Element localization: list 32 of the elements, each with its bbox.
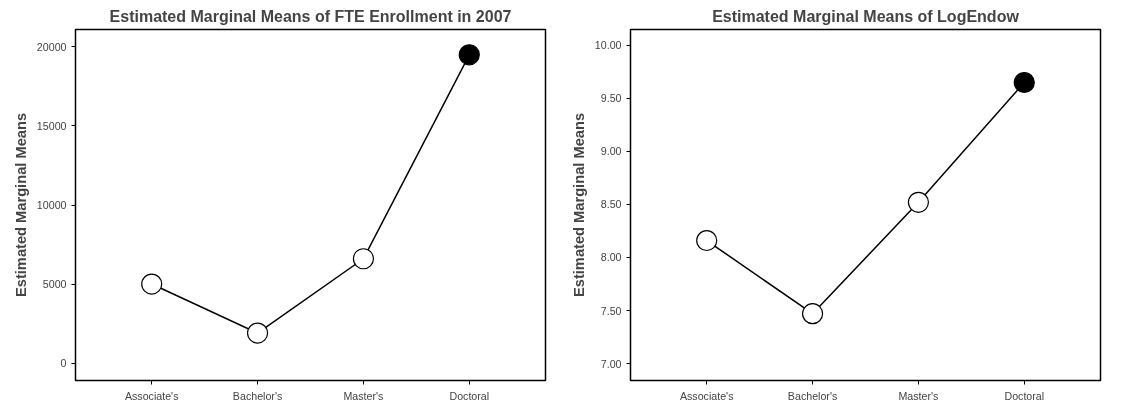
x-tick-label: Associate's	[679, 389, 734, 402]
y-axis-title: Estimated Marginal Means	[570, 112, 587, 298]
point	[1013, 71, 1035, 94]
y-tick-label: 10.00	[594, 39, 622, 52]
y-tick-label: 7.00	[600, 357, 622, 370]
chart-title: Estimated Marginal Means of FTE Enrollment in 2007	[109, 7, 512, 25]
y-tick-label: 5000	[42, 278, 67, 291]
x-tick-label: Master's	[898, 389, 939, 402]
y-tick-label: 20000	[36, 40, 67, 53]
y-tick-label: 9.00	[600, 145, 622, 158]
x-tick-label: Associate's	[124, 389, 179, 402]
point	[352, 248, 375, 270]
point	[141, 273, 163, 295]
y-tick-label: 8.50	[600, 198, 622, 211]
point	[458, 44, 480, 66]
x-tick-label: Bachelor's	[232, 389, 283, 402]
chart-title: Estimated Marginal Means of LogEndow	[712, 7, 1020, 25]
y-tick-label: 7.50	[600, 304, 622, 317]
x-tick-label: Doctoral	[1004, 389, 1045, 402]
point	[801, 303, 824, 325]
y-tick-label: 8.00	[600, 251, 622, 264]
y-tick-label: 10000	[36, 199, 67, 211]
y-tick-label: 9.50	[600, 92, 622, 105]
point	[246, 322, 269, 344]
x-tick-label: Bachelor's	[787, 389, 838, 402]
y-tick-label: 0	[60, 357, 67, 370]
y-axis-title: Estimated Marginal Means	[12, 112, 29, 298]
x-tick-label: Master's	[343, 389, 384, 402]
y-tick-label: 15000	[36, 119, 67, 132]
point	[696, 229, 718, 252]
x-tick-label: Doctoral	[449, 389, 490, 402]
point	[907, 191, 930, 213]
